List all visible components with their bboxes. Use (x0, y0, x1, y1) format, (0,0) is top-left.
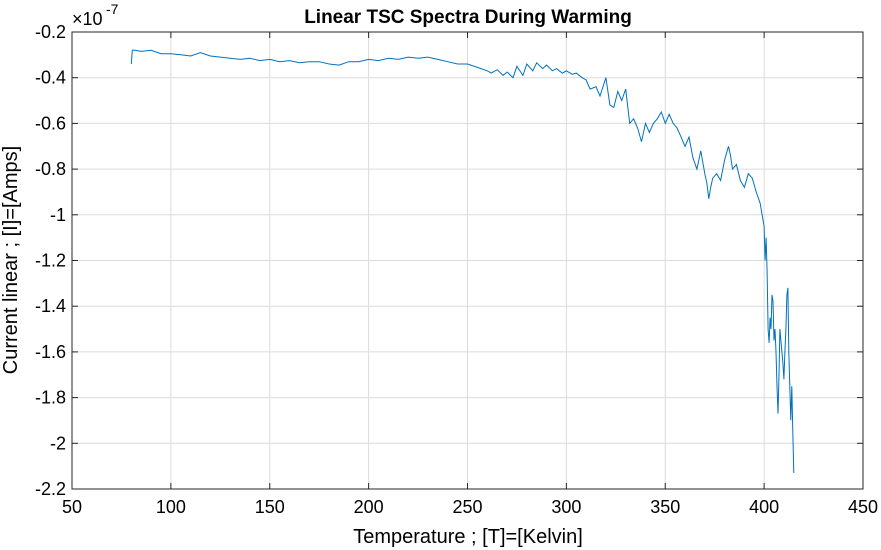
x-tick-label: 100 (156, 497, 186, 517)
x-tick-label: 50 (62, 497, 82, 517)
y-tick-label: -0.8 (35, 159, 66, 179)
x-tick-labels: 50 100 150 200 250 300 350 400 450 (62, 497, 878, 517)
y-tick-label: -1.4 (35, 296, 66, 316)
x-axis-label: Temperature ; [T]=[Kelvin] (353, 526, 583, 548)
y-tick-labels: -2.2 -2 -1.8 -1.6 -1.4 -1.2 -1 -0.8 -0.6 -0.4 -0.2 (35, 22, 66, 499)
y-tick-label: -0.2 (35, 22, 66, 42)
x-tick-label: 400 (749, 497, 779, 517)
y-exponent-power: -7 (106, 1, 119, 17)
y-tick-label: -1.6 (35, 342, 66, 362)
x-tick-label: 150 (255, 497, 285, 517)
y-exponent-base: ×10 (72, 9, 103, 29)
y-tick-label: -1.8 (35, 388, 66, 408)
x-tick-label: 200 (354, 497, 384, 517)
y-tick-label: -0.6 (35, 113, 66, 133)
y-axis-label: Current linear ; [I]=[Amps] (0, 146, 22, 374)
x-tick-label: 350 (650, 497, 680, 517)
x-tick-label: 450 (848, 497, 878, 517)
x-tick-label: 250 (452, 497, 482, 517)
chart-title: Linear TSC Spectra During Warming (304, 7, 632, 28)
y-tick-label: -2.2 (35, 479, 66, 499)
y-tick-label: -0.4 (35, 68, 66, 88)
ticks (71, 31, 864, 490)
series-line-1 (130, 49, 795, 474)
series-layer (130, 49, 795, 474)
x-tick-label: 300 (551, 497, 581, 517)
y-tick-label: -1.2 (35, 251, 66, 271)
y-tick-label: -2 (50, 433, 66, 453)
y-tick-label: -1 (50, 205, 66, 225)
